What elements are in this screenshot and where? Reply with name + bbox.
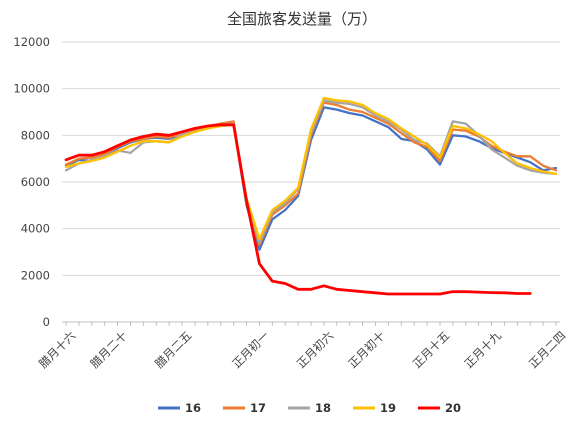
y-tick-label: 4000 bbox=[21, 222, 50, 236]
y-tick-label: 2000 bbox=[21, 268, 50, 282]
legend-label-20: 20 bbox=[445, 401, 461, 415]
y-tick-label: 0 bbox=[43, 315, 50, 329]
x-tick-label: 腊月十六 bbox=[36, 328, 78, 370]
x-tick-label: 正月十九 bbox=[461, 328, 504, 371]
legend-label-16: 16 bbox=[185, 401, 201, 415]
y-tick-label: 10000 bbox=[13, 82, 50, 96]
legend-label-18: 18 bbox=[315, 401, 331, 415]
series-lines bbox=[64, 96, 558, 296]
y-tick-label: 8000 bbox=[21, 128, 50, 142]
series-line-20 bbox=[64, 123, 532, 296]
x-tick-label: 正月十五 bbox=[410, 328, 452, 370]
x-tick-label: 腊月二五 bbox=[152, 328, 194, 370]
legend-label-19: 19 bbox=[380, 401, 396, 415]
y-tick-label: 12000 bbox=[13, 35, 50, 49]
y-axis: 0 2000 4000 6000 8000 10000 12000 bbox=[13, 35, 50, 329]
legend-label-17: 17 bbox=[250, 401, 266, 415]
x-tick-label: 腊月二十 bbox=[87, 328, 129, 370]
series-line-19 bbox=[64, 96, 558, 241]
chart-title: 全国旅客发送量（万） bbox=[227, 10, 377, 28]
x-axis: 腊月十六 腊月二十 腊月二五 正月初一 正月初六 正月初十 正月十五 正月十九 正月二四 bbox=[36, 321, 568, 371]
x-tick-label: 正月初十 bbox=[345, 328, 387, 370]
x-tick-label: 正月二四 bbox=[526, 328, 568, 370]
x-tick-label: 正月初六 bbox=[294, 328, 336, 370]
series-line-18 bbox=[64, 99, 558, 244]
legend: 16 17 18 19 20 bbox=[158, 401, 461, 415]
gridlines bbox=[62, 41, 560, 276]
x-tick-label: 正月初一 bbox=[229, 328, 272, 371]
series-line-17 bbox=[64, 101, 558, 247]
y-tick-label: 6000 bbox=[21, 175, 50, 189]
